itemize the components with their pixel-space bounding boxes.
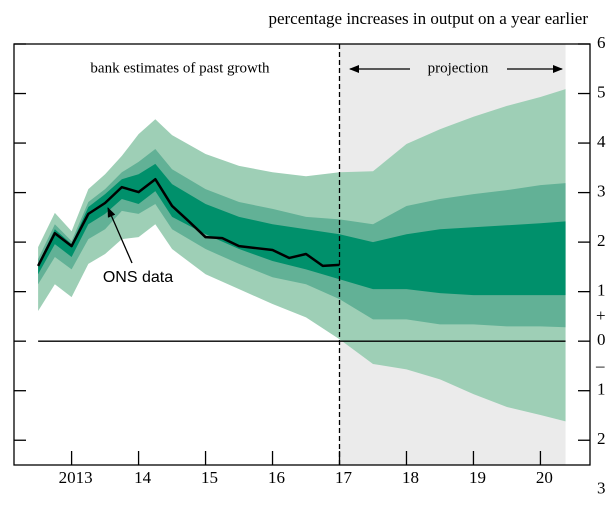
- x-tick-label: 15: [201, 468, 218, 487]
- x-tick-label: 20: [536, 468, 553, 487]
- past-label: bank estimates of past growth: [90, 60, 270, 76]
- plot-frame: [13, 43, 591, 466]
- x-tick-label: 18: [402, 468, 419, 487]
- chart-title: percentage increases in output on a year…: [268, 9, 588, 28]
- y-tick-label: 5: [597, 82, 606, 101]
- y-tick-label: 6: [597, 33, 606, 52]
- plus-sign: +: [596, 306, 606, 325]
- y-tick-label: 1: [597, 281, 606, 300]
- y-tick-label: 1: [597, 380, 606, 399]
- fan-band: [38, 163, 566, 296]
- x-tick-label: 16: [268, 468, 285, 487]
- foreground-layer: 3 2 1 0 1 2 3 4 5 6 2013 14 15 16 17 18 19 20: [13, 33, 606, 498]
- ons-label: ONS data: [103, 269, 173, 286]
- y-tick-label: 0: [597, 330, 606, 349]
- data-line: [36, 177, 340, 268]
- x-tick-label: 19: [469, 468, 486, 487]
- y-tick-label: 4: [597, 132, 606, 151]
- minus-sign: –: [595, 356, 605, 375]
- y-tick-label: 3: [597, 479, 606, 498]
- projection-label: projection: [428, 60, 489, 76]
- x-tick-label: 17: [335, 468, 353, 487]
- y-tick-label: 3: [597, 181, 606, 200]
- x-tick-label: 14: [134, 468, 152, 487]
- y-tick-label: 2: [597, 231, 606, 250]
- y-tick-label: 2: [597, 429, 606, 448]
- ons-pointer: [107, 207, 133, 264]
- x-tick-label: 2013: [59, 468, 93, 487]
